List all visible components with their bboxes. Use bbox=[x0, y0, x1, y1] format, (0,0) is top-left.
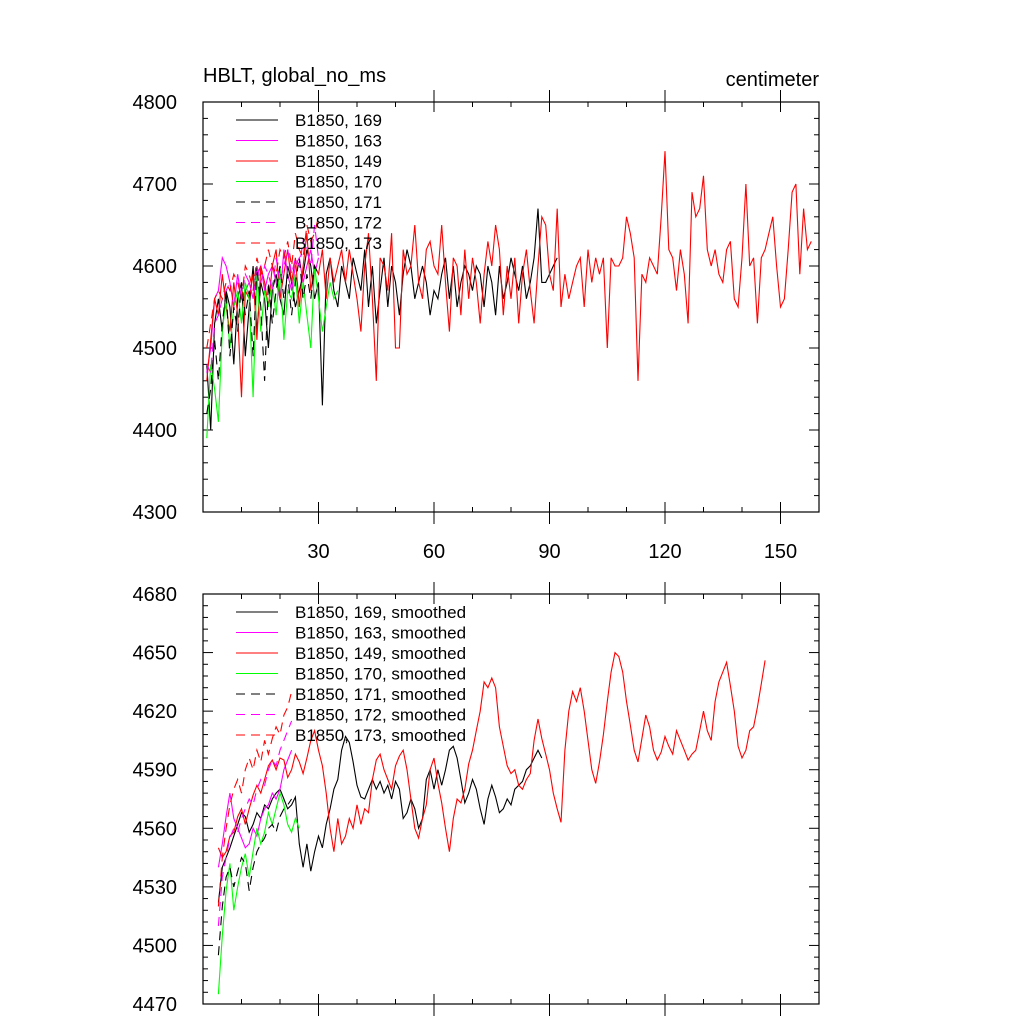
legend-label: B1850, 172, smoothed bbox=[295, 706, 466, 725]
chart-units: centimeter bbox=[726, 69, 820, 91]
legend-label: B1850, 149 bbox=[295, 152, 382, 171]
series-line-b1850-149 bbox=[206, 151, 812, 398]
legend-label: B1850, 173, smoothed bbox=[295, 726, 466, 745]
y-tick-label: 4600 bbox=[133, 256, 178, 278]
legend-label: B1850, 170, smoothed bbox=[295, 665, 466, 684]
bottom-chart-panel: 4470 4500 4530 4560 4590 4620 4650 4680 B1850, 1… bbox=[133, 582, 820, 1016]
legend-label: B1850, 171 bbox=[295, 193, 382, 212]
legend-label: B1850, 173 bbox=[295, 234, 382, 253]
series-line-b1850-169-smoothed bbox=[217, 735, 543, 903]
series-line-b1850-169 bbox=[206, 208, 558, 431]
series-line-b1850-170-smoothed bbox=[217, 791, 300, 995]
y-tick-label: 4680 bbox=[133, 584, 178, 606]
top-chart-panel: 4300 4400 4500 4600 4700 4800 30 60 90 120 150 B185… bbox=[133, 90, 820, 563]
y-tick-label: 4650 bbox=[133, 643, 178, 665]
legend-label: B1850, 149, smoothed bbox=[295, 644, 466, 663]
y-tick-label: 4800 bbox=[133, 92, 178, 114]
legend-label: B1850, 169, smoothed bbox=[295, 603, 466, 622]
series-line-b1850-173 bbox=[206, 216, 320, 349]
series-line-b1850-149-smoothed bbox=[217, 651, 766, 859]
y-tick-label: 4500 bbox=[133, 935, 178, 957]
y-tick-label: 4620 bbox=[133, 701, 178, 723]
series-line-b1850-172-smoothed bbox=[217, 720, 293, 926]
y-tick-label: 4400 bbox=[133, 420, 178, 442]
y-tick-label: 4500 bbox=[133, 338, 178, 360]
x-tick-label: 90 bbox=[538, 541, 560, 563]
legend-label: B1850, 171, smoothed bbox=[295, 685, 466, 704]
y-tick-label: 4530 bbox=[133, 877, 178, 899]
series-line-b1850-172 bbox=[206, 224, 320, 375]
legend-label: B1850, 163 bbox=[295, 132, 382, 151]
y-tick-label: 4700 bbox=[133, 174, 178, 196]
legend-label: B1850, 170 bbox=[295, 173, 382, 192]
x-tick-label: 120 bbox=[648, 541, 681, 563]
y-tick-label: 4300 bbox=[133, 502, 178, 524]
legend-label: B1850, 169 bbox=[295, 111, 382, 130]
y-tick-label: 4470 bbox=[133, 994, 178, 1016]
legend-label: B1850, 172 bbox=[295, 214, 382, 233]
y-tick-label: 4560 bbox=[133, 818, 178, 840]
x-tick-label: 150 bbox=[764, 541, 797, 563]
x-tick-label: 60 bbox=[423, 541, 445, 563]
y-tick-label: 4590 bbox=[133, 760, 178, 782]
series-line-b1850-173-smoothed bbox=[217, 691, 293, 907]
series-line-b1850-163-smoothed bbox=[217, 749, 293, 868]
legend-label: B1850, 163, smoothed bbox=[295, 624, 466, 643]
series-line-b1850-171-smoothed bbox=[217, 798, 293, 956]
chart-title: HBLT, global_no_ms bbox=[203, 65, 386, 87]
x-tick-label: 30 bbox=[307, 541, 329, 563]
